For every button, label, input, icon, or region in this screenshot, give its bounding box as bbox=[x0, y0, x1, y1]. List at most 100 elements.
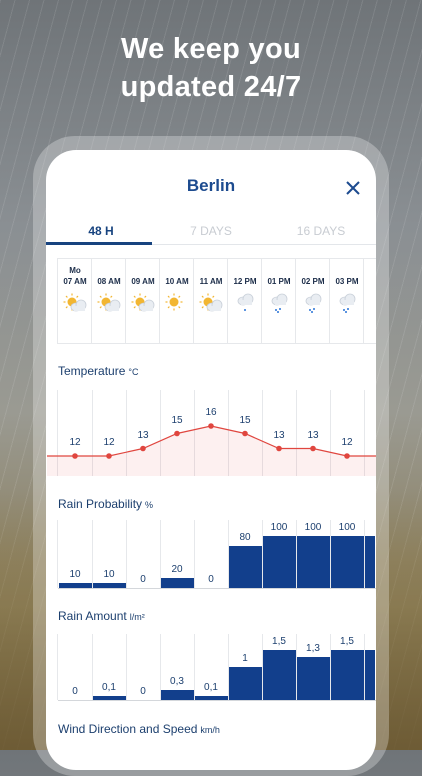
hour-time: 10 AM bbox=[165, 277, 189, 286]
hour-day bbox=[92, 266, 126, 276]
bar-value: 10 bbox=[103, 568, 115, 580]
bar bbox=[161, 577, 194, 588]
bar bbox=[59, 582, 92, 588]
hour-day bbox=[330, 266, 364, 276]
temperature-value: 12 bbox=[103, 437, 115, 448]
hour-time: 11 AM bbox=[199, 277, 223, 286]
sun-cloud-icon bbox=[131, 293, 155, 312]
temperature-point bbox=[174, 430, 180, 437]
hour-column[interactable]: 02 PM bbox=[295, 259, 330, 343]
grid-line bbox=[262, 390, 263, 476]
hour-time: 09 AM bbox=[131, 277, 155, 286]
headline-line-1: We keep you bbox=[120, 33, 302, 65]
grid-line bbox=[194, 390, 195, 476]
hour-day bbox=[228, 266, 262, 276]
bar bbox=[229, 666, 262, 700]
temperature-point bbox=[242, 430, 248, 437]
bar bbox=[297, 656, 330, 700]
grid-line bbox=[330, 520, 331, 588]
cloud-light-rain-icon bbox=[237, 293, 254, 311]
rain-amount-unit: l/m² bbox=[129, 612, 145, 622]
tabs-divider bbox=[46, 244, 376, 245]
bar-value: 1,3 bbox=[306, 642, 320, 654]
hourly-strip[interactable]: Mo 07 AM 08 AM 09 AM 10 AM 11 AM 12 PM 01 PM 02 … bbox=[57, 258, 376, 344]
cloud-rain-icon bbox=[271, 293, 288, 313]
rain-amount-label: Rain Amount l/m² bbox=[58, 609, 145, 623]
grid-line bbox=[296, 390, 297, 476]
rain-probability-label: Rain Probability% bbox=[58, 497, 153, 511]
grid-line bbox=[126, 390, 127, 476]
bar bbox=[263, 536, 296, 588]
grid-line bbox=[194, 634, 195, 700]
app-bar: Berlin bbox=[46, 150, 376, 222]
grid-line bbox=[296, 634, 297, 700]
temperature-point bbox=[276, 445, 282, 452]
grid-line bbox=[228, 390, 229, 476]
bar-value: 0,3 bbox=[170, 676, 184, 687]
grid-line bbox=[262, 520, 263, 588]
grid-line bbox=[194, 520, 195, 588]
bar bbox=[331, 650, 364, 700]
temperature-point bbox=[106, 453, 112, 459]
close-icon[interactable] bbox=[342, 177, 364, 199]
grid-line bbox=[126, 634, 127, 700]
temperature-plot bbox=[47, 423, 376, 476]
sun-cloud-icon bbox=[199, 293, 223, 312]
tab-7-days[interactable]: 7 DAYS bbox=[190, 224, 232, 238]
bar-value: 0 bbox=[72, 686, 78, 697]
hour-time: 07 AM bbox=[63, 277, 87, 286]
rain-probability-chart: 10 10 0 20 0 80 100 100 100 bbox=[57, 520, 376, 589]
grid-line bbox=[126, 520, 127, 588]
sun-cloud-icon bbox=[97, 293, 121, 312]
bar-value: 0 bbox=[140, 574, 146, 585]
hour-day bbox=[194, 266, 228, 276]
bar-value: 0,1 bbox=[204, 682, 218, 693]
hour-column[interactable]: 10 AM bbox=[159, 259, 194, 343]
grid-line bbox=[364, 520, 365, 588]
bar bbox=[93, 582, 126, 588]
grid-line bbox=[92, 520, 93, 588]
hour-column[interactable]: 03 PM bbox=[329, 259, 364, 343]
temperature-value: 15 bbox=[171, 414, 183, 426]
chart-baseline bbox=[58, 588, 376, 589]
bar-partial bbox=[365, 536, 375, 588]
sun-icon bbox=[165, 293, 183, 311]
grid-line bbox=[228, 520, 229, 588]
wind-title: Wind Direction and Speed bbox=[58, 722, 198, 736]
bar-partial bbox=[365, 650, 375, 700]
temperature-area bbox=[47, 426, 376, 476]
temperature-unit: °C bbox=[128, 367, 139, 377]
bar-value: 1,5 bbox=[340, 636, 354, 647]
bar-value: 0,1 bbox=[102, 682, 116, 693]
hour-column[interactable]: 12 PM bbox=[227, 259, 262, 343]
temperature-point bbox=[310, 445, 316, 452]
hour-time: 12 PM bbox=[233, 277, 257, 286]
hour-column[interactable]: 09 AM bbox=[125, 259, 160, 343]
hour-time: 08 AM bbox=[97, 277, 121, 286]
headline-line-2: updated 24/7 bbox=[120, 71, 302, 103]
cloud-rain-icon bbox=[339, 293, 356, 313]
grid-line bbox=[160, 634, 161, 700]
bar-value: 0 bbox=[140, 686, 146, 697]
hour-column[interactable]: 11 AM bbox=[193, 259, 228, 343]
temperature-label: Temperature °C bbox=[58, 364, 138, 378]
tab-16-days[interactable]: 16 DAYS bbox=[296, 224, 346, 238]
bar bbox=[331, 536, 364, 588]
grid-line bbox=[92, 634, 93, 700]
bar-value: 0 bbox=[208, 574, 214, 585]
hour-column[interactable]: 01 PM bbox=[261, 259, 296, 343]
bar-value: 1,5 bbox=[272, 636, 286, 647]
grid-line bbox=[364, 390, 365, 476]
active-tab-indicator bbox=[46, 242, 152, 245]
temperature-point bbox=[344, 453, 350, 459]
bar-value: 1 bbox=[242, 652, 248, 664]
hour-day bbox=[296, 266, 330, 276]
chart-baseline bbox=[58, 700, 376, 701]
hour-column[interactable]: 08 AM bbox=[91, 259, 126, 343]
bar bbox=[195, 696, 228, 700]
temperature-value: 13 bbox=[307, 429, 319, 441]
bar-value: 100 bbox=[338, 522, 356, 533]
tab-48h[interactable]: 48 H bbox=[88, 224, 114, 238]
grid-line bbox=[160, 390, 161, 476]
hour-column[interactable]: Mo 07 AM bbox=[57, 259, 92, 343]
